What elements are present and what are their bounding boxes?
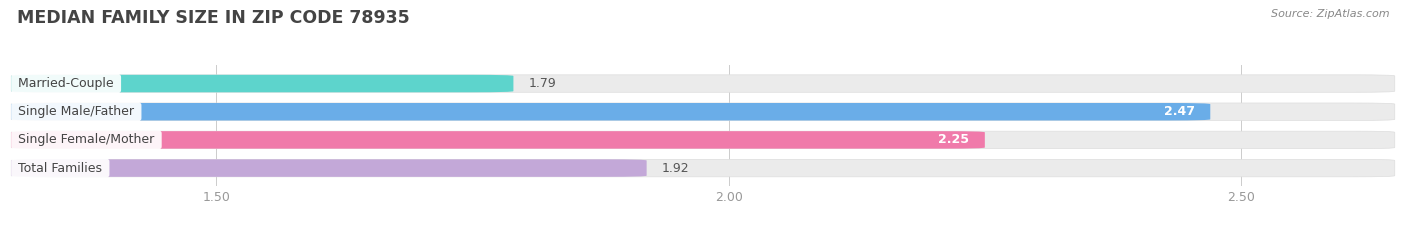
Text: 2.47: 2.47: [1164, 105, 1195, 118]
FancyBboxPatch shape: [11, 131, 984, 149]
Text: 1.79: 1.79: [529, 77, 557, 90]
Text: MEDIAN FAMILY SIZE IN ZIP CODE 78935: MEDIAN FAMILY SIZE IN ZIP CODE 78935: [17, 9, 409, 27]
Text: 1.92: 1.92: [662, 161, 689, 175]
FancyBboxPatch shape: [11, 75, 1395, 92]
Text: Single Male/Father: Single Male/Father: [14, 105, 138, 118]
Text: Married-Couple: Married-Couple: [14, 77, 118, 90]
Text: Source: ZipAtlas.com: Source: ZipAtlas.com: [1271, 9, 1389, 19]
FancyBboxPatch shape: [11, 103, 1395, 120]
FancyBboxPatch shape: [11, 75, 513, 92]
FancyBboxPatch shape: [11, 103, 1211, 120]
Text: Single Female/Mother: Single Female/Mother: [14, 134, 159, 146]
FancyBboxPatch shape: [11, 159, 1395, 177]
FancyBboxPatch shape: [11, 131, 1395, 149]
Text: 2.25: 2.25: [938, 134, 970, 146]
Text: Total Families: Total Families: [14, 161, 107, 175]
FancyBboxPatch shape: [11, 159, 647, 177]
